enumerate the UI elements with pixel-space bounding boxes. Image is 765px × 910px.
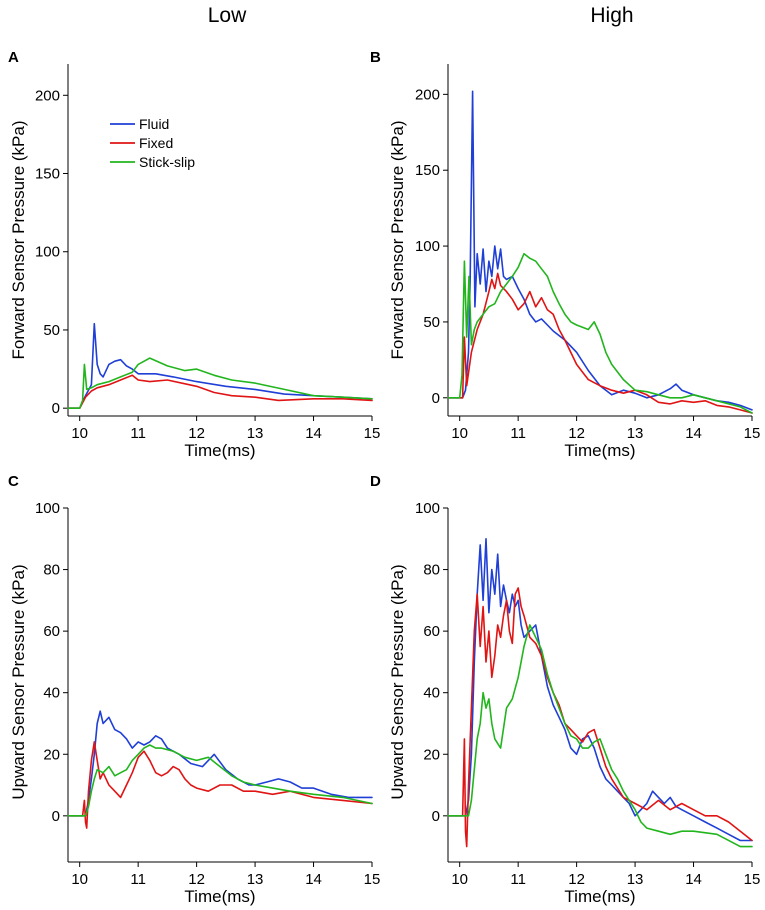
x-tick-label: 12	[568, 871, 585, 888]
x-tick-label: 12	[188, 425, 205, 442]
legend-label: Fluid	[139, 116, 169, 132]
x-tick-label: 11	[510, 425, 526, 442]
x-tick-label: 10	[71, 425, 88, 442]
x-axis-label: Time(ms)	[564, 887, 635, 906]
y-tick-label: 100	[415, 500, 440, 517]
series-line-stick-slip	[67, 357, 373, 410]
legend-label: Fixed	[139, 135, 173, 151]
series-line-fluid	[67, 710, 373, 817]
x-tick-label: 14	[685, 871, 702, 888]
x-tick-label: 10	[71, 871, 88, 888]
y-tick-label: 0	[52, 808, 60, 825]
y-tick-label: 50	[423, 314, 440, 331]
y-tick-label: 20	[423, 746, 440, 763]
y-tick-label: 20	[43, 746, 60, 763]
y-tick-label: 0	[432, 808, 440, 825]
x-axis-label: Time(ms)	[564, 441, 635, 460]
y-axis-label: Upward Sensor Pressure (kPa)	[9, 564, 28, 799]
x-tick-label: 11	[510, 871, 526, 888]
chart-panel-a: A 0 50 100 150 200 10 11 12 13 14 15 Time(ms) Forward…	[8, 49, 380, 460]
y-tick-label: 50	[43, 322, 60, 339]
series-line-fixed	[447, 272, 753, 414]
legend: Fluid Fixed Stick-slip	[110, 116, 195, 170]
col-title-low: Low	[208, 4, 247, 27]
y-tick-label: 150	[35, 166, 60, 183]
panel-letter: D	[370, 473, 381, 490]
x-tick-label: 15	[744, 871, 761, 888]
series-line-fluid	[447, 90, 753, 411]
y-tick-label: 150	[415, 162, 440, 179]
y-axis-label: Forward Sensor Pressure (kPa)	[388, 120, 407, 359]
x-tick-label: 14	[305, 871, 322, 888]
panel-letter: C	[8, 473, 19, 490]
panel-letter: A	[8, 49, 19, 66]
x-tick-label: 13	[247, 871, 264, 888]
y-tick-label: 0	[432, 390, 440, 407]
x-tick-label: 15	[744, 425, 761, 442]
x-tick-label: 15	[364, 871, 381, 888]
legend-label: Stick-slip	[139, 154, 195, 170]
series-line-stick-slip	[447, 624, 753, 848]
series-line-fluid	[447, 537, 753, 842]
col-title-high: High	[590, 4, 633, 27]
y-tick-label: 0	[52, 400, 60, 417]
x-tick-label: 11	[130, 871, 146, 888]
series-line-fixed	[67, 741, 373, 829]
x-tick-label: 10	[451, 871, 468, 888]
y-tick-label: 100	[35, 500, 60, 517]
series-line-stick-slip	[67, 744, 373, 817]
x-tick-label: 13	[627, 425, 644, 442]
x-tick-label: 12	[568, 425, 585, 442]
y-tick-label: 60	[43, 623, 60, 640]
x-tick-label: 14	[685, 425, 702, 442]
series-line-fluid	[67, 322, 373, 410]
y-axis-label: Forward Sensor Pressure (kPa)	[9, 120, 28, 359]
panel-letter: B	[370, 49, 381, 66]
x-tick-label: 15	[364, 425, 381, 442]
y-tick-label: 100	[35, 244, 60, 261]
series-line-fixed	[447, 587, 753, 848]
y-tick-label: 60	[423, 623, 440, 640]
y-tick-label: 40	[43, 685, 60, 702]
y-tick-label: 200	[415, 86, 440, 103]
x-axis-label: Time(ms)	[184, 441, 255, 460]
y-tick-label: 80	[423, 562, 440, 579]
y-tick-label: 200	[35, 87, 60, 104]
chart-panel-d: D 0 20 40 60 80 100 10 11 12 13 14 15 Time(ms) Upward …	[370, 473, 760, 906]
y-tick-label: 100	[415, 238, 440, 255]
chart-panel-c: C 0 20 40 60 80 100 10 11 12 13 14 15 Time(ms) Upward …	[8, 473, 380, 906]
x-tick-label: 11	[130, 425, 146, 442]
y-tick-label: 40	[423, 685, 440, 702]
chart-panel-b: B 0 50 100 150 200 10 11 12 13 14 15 Time(ms) Forward…	[370, 49, 760, 460]
x-tick-label: 13	[627, 871, 644, 888]
x-tick-label: 12	[188, 871, 205, 888]
y-tick-label: 80	[43, 562, 60, 579]
x-tick-label: 10	[451, 425, 468, 442]
y-axis-label: Upward Sensor Pressure (kPa)	[388, 564, 407, 799]
x-axis-label: Time(ms)	[184, 887, 255, 906]
series-line-fixed	[67, 374, 373, 410]
x-tick-label: 14	[305, 425, 322, 442]
series-line-stick-slip	[447, 252, 753, 414]
x-tick-label: 13	[247, 425, 264, 442]
